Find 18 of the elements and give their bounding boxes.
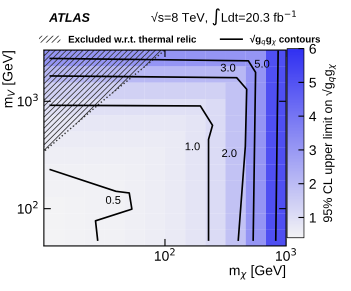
annotation: 2.0 (222, 149, 237, 158)
color-bar-label: 1 (310, 212, 316, 223)
y-axis-title: m$_{V}$ [GeV] (2, 51, 16, 108)
legend-label: √g$_{q}$g$_{χ}$ contours (250, 34, 320, 46)
color-bar-label: 3 (309, 145, 316, 156)
x-axis-title: m$_{χ}$ [GeV] (230, 265, 286, 280)
color-bar-label: 6 (310, 44, 316, 54)
text: ATLAS (48, 13, 90, 22)
color-bar-label: 2 (310, 179, 316, 189)
annotation: 0.5 (106, 196, 120, 204)
color-bar-label: 5 (309, 78, 316, 88)
text: √s=8 TeV, ∫Ldt=20.3 fb$^{−1}$ (151, 8, 296, 26)
color-bar-title: 95% CL upper limit on √g$_{q}$g$_{χ}$ (322, 64, 336, 222)
annotation: 1.0 (186, 142, 200, 150)
color-bar-label: 4 (309, 112, 316, 122)
legend-label: Excluded w.r.t. thermal relic (68, 36, 196, 43)
annotation: 3.0 (220, 64, 236, 72)
annotation: 5.0 (254, 60, 270, 68)
